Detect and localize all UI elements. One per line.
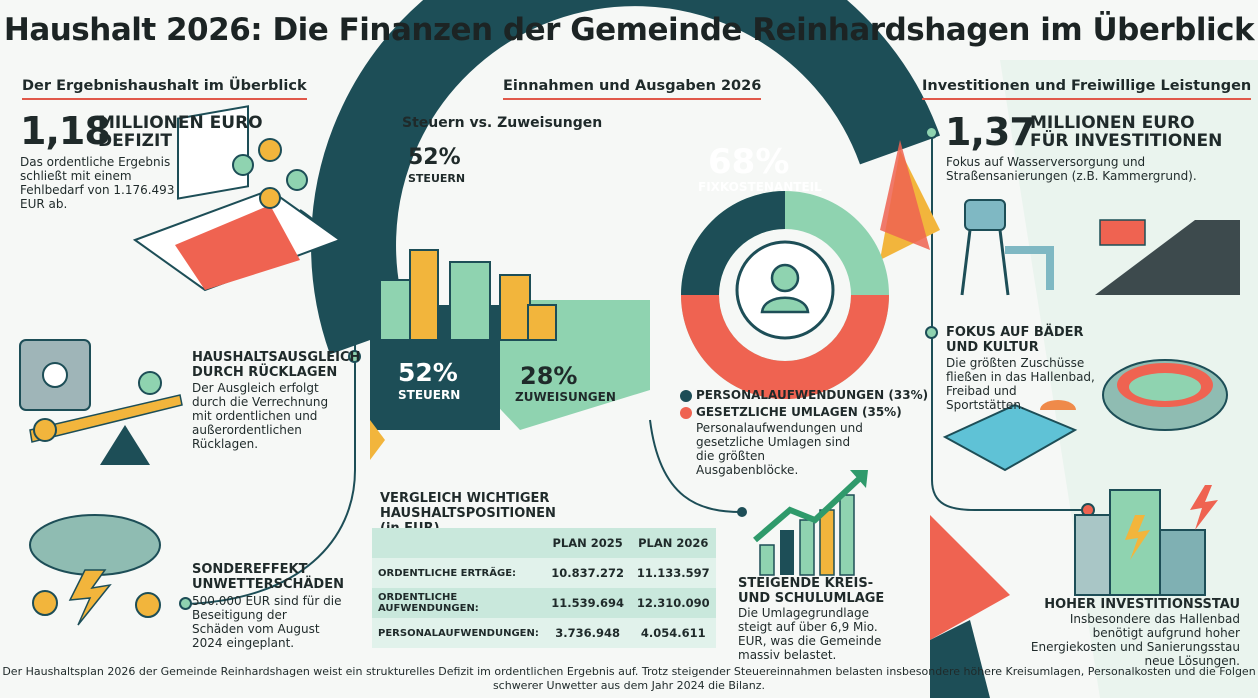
deco-triangle — [880, 140, 930, 250]
top-tax-pct: 52% — [408, 145, 461, 170]
deco-triangle — [370, 420, 385, 460]
invest-label-1: MILLIONEN EURO — [1030, 113, 1195, 133]
donut-segment-personal — [681, 191, 786, 296]
coins-buildings-illustration — [379, 249, 557, 341]
donut-segment-umlagen — [681, 294, 889, 399]
baths-text: Die größten Zuschüsse fließen in das Hal… — [946, 356, 1095, 412]
comparison-table: PLAN 2025 PLAN 2026 ORDENTLICHE ERTRÄGE: 1… — [372, 528, 716, 648]
timeline-dot — [925, 126, 938, 139]
legend-text: Personalaufwendungen und gesetzliche Uml… — [696, 421, 863, 477]
timeline-dot — [179, 597, 192, 610]
legend-swatch-umlagen — [680, 407, 692, 419]
storm-heading: SONDEREFFEKT UNWETTERSCHÄDEN — [192, 562, 344, 592]
invest-text: Fokus auf Wasserversorgung und Straßensa… — [946, 155, 1197, 183]
invest-label-2: FÜR INVESTITIONEN — [1030, 131, 1223, 151]
reserves-heading: HAUSHALTSAUSGLEICH DURCH RÜCKLAGEN — [192, 350, 361, 380]
connector-dot — [737, 507, 747, 517]
document-deficit-illustration — [132, 105, 343, 292]
fixed-cost-pct: 68% — [708, 142, 790, 182]
table-row: ORDENTLICHE AUFWENDUNGEN: 11.539.694 12.31… — [372, 588, 716, 618]
deco-triangle — [930, 620, 990, 698]
table-cell: 12.310.090 — [636, 596, 710, 610]
section-title-ergebnishaushalt: Der Ergebnishaushalt im Überblick — [22, 78, 307, 100]
table-header: PLAN 2026 — [638, 536, 709, 550]
backlog-text: Insbesondere das Hallenbad benötigt aufg… — [1030, 612, 1240, 668]
stadium-pool-illustration — [942, 359, 1228, 472]
fixed-cost-arc — [310, 0, 940, 355]
table-header-row: PLAN 2025 PLAN 2026 — [372, 528, 716, 558]
invest-value: 1,37 — [945, 110, 1036, 154]
center-connector-line — [649, 419, 743, 513]
table-cell: ORDENTLICHE AUFWENDUNGEN: — [378, 592, 479, 614]
table-cell: 11.133.597 — [636, 566, 710, 580]
fixed-cost-label: FIXKOSTENANTEIL — [698, 180, 822, 194]
table-cell: 10.837.272 — [551, 566, 625, 580]
growth-chart-illustration — [753, 470, 868, 576]
table-cell: PERSONALAUFWENDUNGEN: — [378, 627, 539, 639]
table-cell: ORDENTLICHE ERTRÄGE: — [378, 567, 517, 579]
safe-seesaw-illustration — [19, 339, 183, 465]
timeline-dot — [348, 350, 361, 363]
deficit-text: Das ordentliche Ergebnis schließt mit ei… — [20, 155, 175, 211]
table-row: ORDENTLICHE ERTRÄGE: 10.837.272 11.133.597 — [372, 558, 716, 588]
page-title: Haushalt 2026: Die Finanzen der Gemeinde… — [3, 12, 1255, 48]
legend-personal: PERSONALAUFWENDUNGEN (33%) — [696, 388, 929, 402]
subtitle-steuern-zuweisungen: Steuern vs. Zuweisungen — [402, 115, 603, 131]
deficit-value: 1,18 — [20, 109, 111, 153]
deficit-label-1: MILLIONEN EURO — [98, 113, 263, 133]
top-tax-label: STEUERN — [408, 172, 466, 185]
table-header: PLAN 2025 — [552, 536, 623, 550]
water-tower-road-illustration — [960, 199, 1240, 296]
table-cell: 4.054.611 — [640, 626, 706, 640]
grants-pct: 28% — [520, 362, 578, 390]
damaged-buildings-illustration — [1074, 485, 1218, 596]
levy-text: Die Umlagegrundlage steigt auf über 6,9 … — [738, 606, 882, 662]
tax-pct: 52% — [398, 358, 458, 387]
storm-illustration — [29, 514, 161, 626]
section-title-einnahmen: Einnahmen und Ausgaben 2026 — [503, 78, 762, 100]
backlog-heading: HOHER INVESTITIONSSTAU — [1044, 597, 1240, 612]
grants-label: ZUWEISUNGEN — [515, 390, 616, 404]
tax-label: STEUERN — [398, 388, 461, 402]
legend-umlagen: GESETZLICHE UMLAGEN (35%) — [696, 405, 902, 419]
baths-heading: FOKUS AUF BÄDER UND KULTUR — [946, 325, 1084, 355]
person-icon — [770, 263, 800, 293]
table-row: PERSONALAUFWENDUNGEN: 3.736.948 4.054.611 — [372, 618, 716, 648]
table-title: VERGLEICH WICHTIGER HAUSHALTSPOSITIONEN … — [380, 491, 556, 536]
timeline-dot — [925, 326, 938, 339]
table-cell: 11.539.694 — [551, 596, 625, 610]
table-cell: 3.736.948 — [555, 626, 621, 640]
storm-text: 500.000 EUR sind für die Beseitigung der… — [192, 594, 342, 650]
legend-swatch-personal — [680, 390, 692, 402]
table-header — [372, 528, 545, 558]
reserves-text: Der Ausgleich erfolgt durch die Verrechn… — [192, 381, 329, 451]
right-connector-line — [931, 132, 1085, 511]
section-title-investitionen: Investitionen und Freiwillige Leistungen — [922, 78, 1252, 100]
levy-heading: STEIGENDE KREIS- UND SCHULUMLAGE — [738, 576, 885, 606]
deco-triangle — [930, 515, 1010, 640]
footer-summary: Der Haushaltsplan 2026 der Gemeinde Rein… — [2, 665, 1256, 692]
deficit-label-2: DEFIZIT — [98, 131, 172, 151]
